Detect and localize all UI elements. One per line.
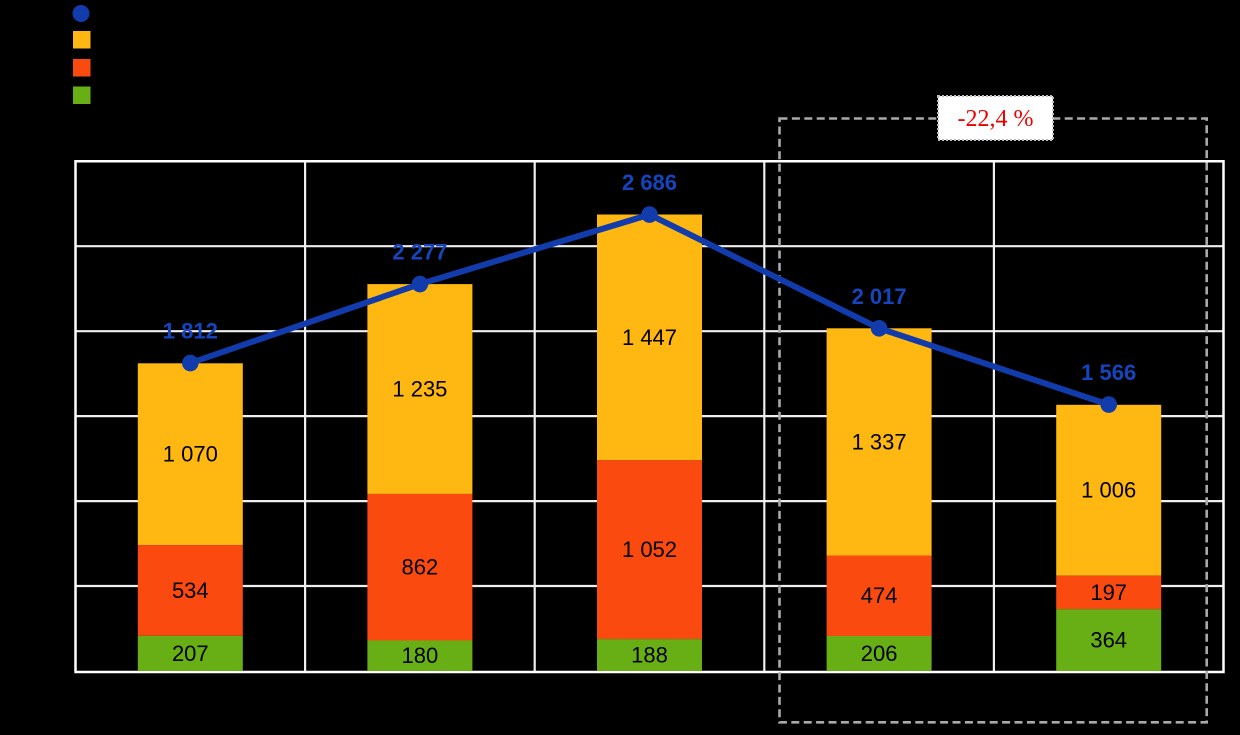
svg-text:364: 364	[1090, 628, 1127, 653]
svg-text:2 017: 2 017	[852, 284, 907, 309]
svg-text:1 337: 1 337	[852, 429, 907, 454]
svg-text:1 566: 1 566	[1081, 360, 1136, 385]
svg-text:188: 188	[631, 643, 668, 668]
svg-text:1 447: 1 447	[622, 325, 677, 350]
svg-text:862: 862	[402, 555, 439, 580]
svg-text:1 235: 1 235	[392, 377, 447, 402]
svg-text:1 070: 1 070	[163, 442, 218, 467]
svg-text:-22,4 %: -22,4 %	[958, 106, 1034, 132]
svg-text:180: 180	[402, 643, 439, 668]
svg-text:2 277: 2 277	[392, 240, 447, 265]
svg-text:207: 207	[172, 641, 209, 666]
svg-text:197: 197	[1090, 580, 1127, 605]
svg-text:1 006: 1 006	[1081, 478, 1136, 503]
svg-text:534: 534	[172, 578, 209, 603]
svg-text:206: 206	[861, 641, 898, 666]
svg-text:1 812: 1 812	[163, 319, 218, 344]
svg-text:2 686: 2 686	[622, 170, 677, 195]
svg-text:1 052: 1 052	[622, 537, 677, 562]
svg-text:474: 474	[861, 583, 898, 608]
